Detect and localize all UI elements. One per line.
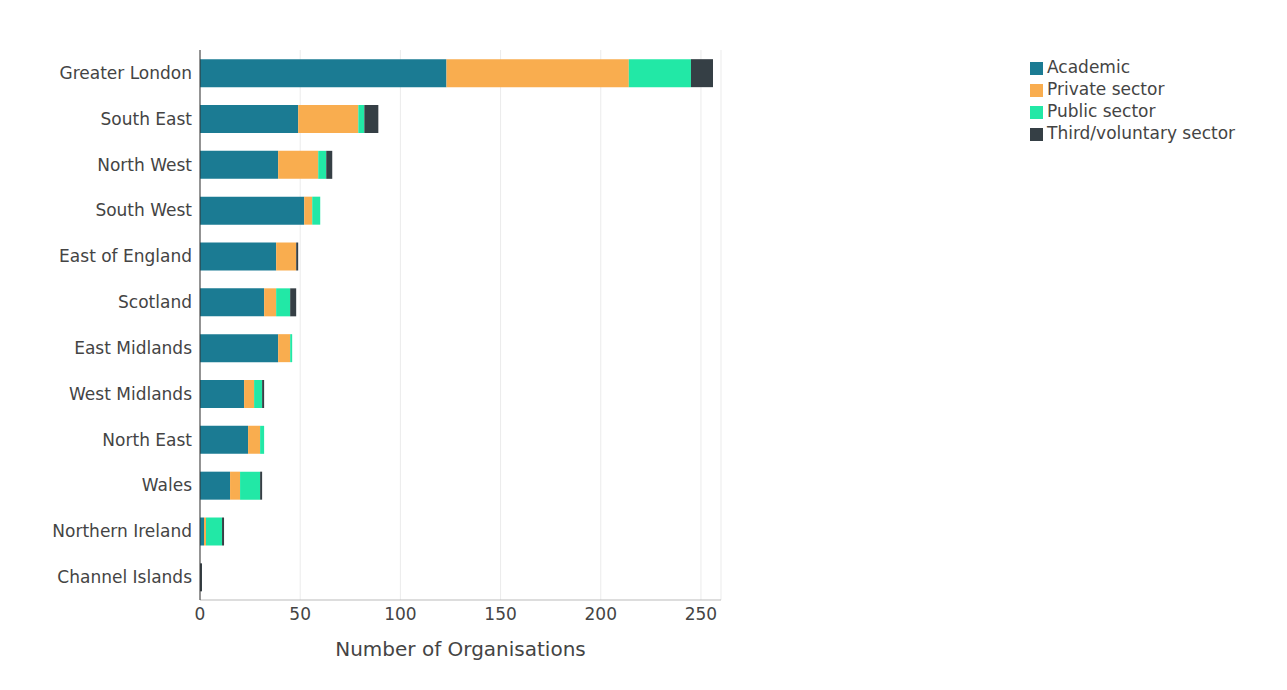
html-text:Third/voluntary sector: Third/voluntary sector — [1047, 123, 1236, 143]
svg-text:South West: South West — [95, 200, 192, 220]
svg-text:250: 250 — [685, 604, 717, 624]
svg-text:Wales: Wales — [142, 475, 192, 495]
html-text:Academic: Academic — [1047, 57, 1130, 77]
svg-text:Northern Ireland: Northern Ireland — [52, 521, 192, 541]
svg-text:Number of Organisations: Number of Organisations — [335, 637, 586, 661]
svg-text:South East: South East — [101, 109, 193, 129]
html-text:Public sector: Public sector — [1047, 101, 1156, 121]
svg-text:Channel Islands: Channel Islands — [57, 567, 192, 587]
svg-text:East of England: East of England — [59, 246, 192, 266]
svg-text:North West: North West — [97, 155, 192, 175]
svg-text:100: 100 — [384, 604, 416, 624]
html-text:Private sector: Private sector — [1047, 79, 1165, 99]
svg-text:50: 50 — [289, 604, 311, 624]
svg-text:150: 150 — [484, 604, 516, 624]
svg-text:0: 0 — [195, 604, 206, 624]
svg-text:200: 200 — [585, 604, 617, 624]
svg-text:East Midlands: East Midlands — [74, 338, 192, 358]
svg-text:Greater London: Greater London — [60, 63, 193, 83]
svg-text:Scotland: Scotland — [118, 292, 192, 312]
svg-text:West Midlands: West Midlands — [69, 384, 192, 404]
svg-text:North East: North East — [102, 430, 192, 450]
